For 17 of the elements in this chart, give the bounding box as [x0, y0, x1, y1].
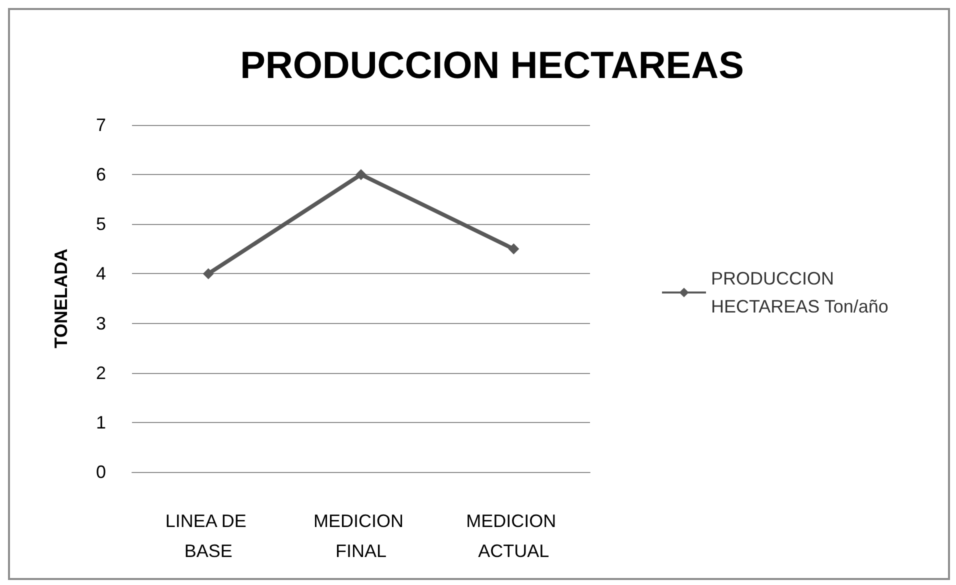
y-tick-label: 2 — [96, 362, 106, 383]
y-tick-label: 3 — [96, 313, 106, 334]
y-tick-label: 1 — [96, 412, 106, 432]
x-tick-label: LINEA DE BASE — [165, 511, 252, 561]
point — [508, 243, 520, 254]
x-tick-label: MEDICION FINAL — [313, 511, 409, 561]
y-tick-label: 5 — [96, 214, 106, 234]
point — [202, 268, 214, 280]
y-tick-label: 7 — [96, 115, 106, 135]
legend-label: PRODUCCION HECTAREAS Ton/año — [711, 268, 888, 316]
y-tick-label: 6 — [96, 164, 106, 185]
y-axis-title: TONELADA — [51, 248, 71, 348]
point — [356, 169, 366, 180]
x-tick-label: MEDICION ACTUAL — [466, 511, 562, 561]
y-tick-label: 4 — [96, 264, 106, 284]
y-tick-label: 0 — [96, 462, 106, 482]
chart-title: PRODUCCION HECTAREAS — [240, 45, 744, 87]
